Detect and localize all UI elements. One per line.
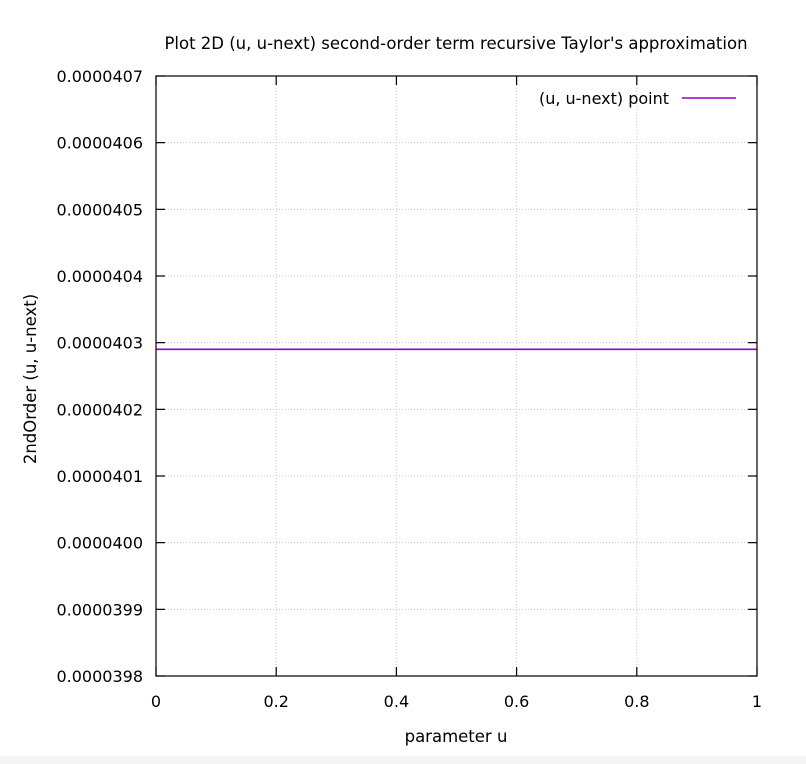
y-tick-label: 0.0000400 xyxy=(56,534,143,553)
y-tick-label: 0.0000407 xyxy=(56,67,143,86)
legend: (u, u-next) point xyxy=(539,89,736,108)
chart-title: Plot 2D (u, u-next) second-order term re… xyxy=(164,34,747,53)
y-axis-label: 2ndOrder (u, u-next) xyxy=(21,294,40,464)
y-tick-label: 0.0000406 xyxy=(56,134,143,153)
x-tick-label: 1 xyxy=(752,692,762,711)
tick-labels: 0.0000398 0.0000399 0.0000400 0.0000401 0.00… xyxy=(56,67,762,711)
footer-strip xyxy=(0,756,806,764)
x-tick-label: 0 xyxy=(151,692,161,711)
y-tick-label: 0.0000398 xyxy=(56,667,143,686)
y-tick-label: 0.0000402 xyxy=(56,400,143,419)
x-axis-label: parameter u xyxy=(405,727,508,746)
x-tick-label: 0.4 xyxy=(384,692,409,711)
x-tick-label: 0.6 xyxy=(504,692,529,711)
y-tick-label: 0.0000403 xyxy=(56,334,143,353)
y-tick-label: 0.0000399 xyxy=(56,600,143,619)
y-tick-label: 0.0000401 xyxy=(56,467,143,486)
x-tick-label: 0.2 xyxy=(263,692,288,711)
grid xyxy=(156,76,757,676)
x-tick-label: 0.8 xyxy=(624,692,649,711)
ticks xyxy=(155,75,758,677)
plot-frame xyxy=(155,75,758,677)
y-tick-label: 0.0000405 xyxy=(56,200,143,219)
legend-label: (u, u-next) point xyxy=(539,89,669,108)
y-tick-label: 0.0000404 xyxy=(56,267,143,286)
